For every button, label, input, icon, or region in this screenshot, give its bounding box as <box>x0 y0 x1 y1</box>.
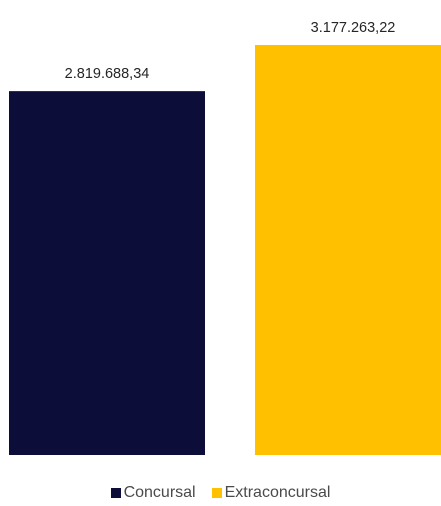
legend-swatch-extraconcursal <box>211 488 222 498</box>
data-label-extraconcursal: 3.177.263,22 <box>311 20 396 36</box>
data-label-concursal: 2.819.688,34 <box>65 66 150 82</box>
legend-label-extraconcursal: Extraconcursal <box>224 484 331 501</box>
legend-item-concursal: Concursal <box>110 484 196 502</box>
chart-legend: Concursal Extraconcursal <box>0 484 441 502</box>
bar-concursal <box>9 91 205 455</box>
legend-label-concursal: Concursal <box>123 484 196 501</box>
legend-swatch-concursal <box>110 488 121 498</box>
legend-item-extraconcursal: Extraconcursal <box>211 484 331 502</box>
bar-extraconcursal <box>255 45 441 455</box>
